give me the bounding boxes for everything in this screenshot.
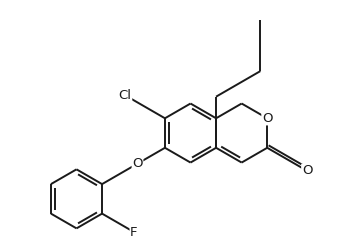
Text: O: O [302,164,312,177]
Text: O: O [132,157,143,170]
Text: Cl: Cl [118,89,132,102]
Text: O: O [262,112,272,125]
Text: F: F [130,226,138,239]
